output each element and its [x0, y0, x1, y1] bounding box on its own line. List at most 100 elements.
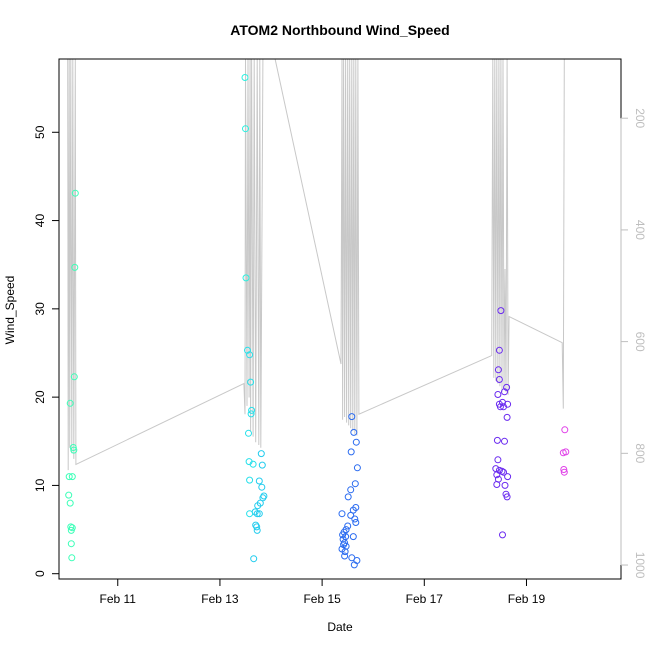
data-point: [247, 410, 255, 418]
data-point: [67, 523, 75, 531]
data-point: [493, 436, 501, 444]
data-point: [500, 468, 507, 476]
data-point: [71, 263, 79, 271]
x-tick-label: Feb 15: [303, 592, 341, 606]
data-point: [71, 189, 79, 197]
right-tick-label: 200: [633, 108, 647, 128]
data-point: [242, 125, 249, 133]
data-point: [501, 388, 508, 396]
data-point: [244, 346, 251, 354]
data-point: [241, 74, 249, 81]
data-point: [494, 391, 502, 398]
x-tick-label: Feb 13: [201, 592, 239, 606]
data-point: [495, 376, 503, 383]
data-point: [67, 526, 75, 534]
data-point: [258, 461, 266, 469]
right-tick-label: 400: [633, 220, 647, 240]
x-tick-label: Feb 19: [508, 592, 546, 606]
data-point: [347, 511, 355, 519]
x-tick-label: Feb 11: [100, 592, 137, 606]
data-point: [494, 456, 502, 464]
plot-frame: [58, 58, 622, 580]
data-point: [344, 522, 352, 530]
data-point: [68, 554, 76, 562]
data-point: [67, 540, 75, 548]
data-point: [255, 477, 263, 485]
data-point: [246, 351, 254, 359]
data-point: [351, 480, 359, 488]
data-point: [351, 515, 359, 523]
data-point: [348, 413, 356, 421]
data-point: [349, 533, 357, 541]
data-point: [504, 473, 512, 481]
x-tick-label: Feb 17: [406, 592, 444, 606]
data-point: [253, 510, 261, 518]
data-point: [496, 403, 504, 411]
y-tick-label: 10: [33, 478, 47, 492]
right-tick-label: 800: [633, 443, 647, 463]
data-point: [249, 460, 257, 468]
data-point: [69, 444, 77, 451]
data-point: [493, 481, 501, 488]
right-tick-label: 1000: [633, 552, 647, 579]
data-point: [255, 510, 263, 518]
data-point: [242, 274, 250, 282]
data-point: [494, 366, 502, 374]
y-tick-label: 30: [33, 302, 47, 316]
data-point: [561, 426, 569, 434]
data-point: [253, 523, 261, 531]
data-point: [353, 464, 361, 472]
x-axis-label: Date: [327, 620, 353, 634]
pressure-line-layer: [67, 59, 565, 471]
pressure-line: [67, 59, 565, 471]
data-point: [70, 373, 78, 381]
data-point: [352, 519, 360, 526]
data-point: [497, 307, 505, 315]
data-point: [341, 552, 349, 560]
y-tick-label: 50: [33, 125, 47, 139]
data-point: [66, 499, 74, 507]
data-point: [338, 510, 346, 518]
data-point: [492, 465, 500, 473]
scatter-points: [65, 74, 570, 569]
data-point: [253, 526, 261, 534]
data-point: [258, 483, 266, 491]
data-point: [503, 383, 511, 391]
y-tick-label: 40: [33, 214, 47, 228]
data-point: [501, 481, 509, 489]
data-point: [68, 473, 76, 481]
data-point: [499, 531, 506, 539]
data-point: [246, 510, 254, 518]
data-point: [347, 486, 355, 494]
data-point: [344, 493, 352, 501]
data-point: [493, 471, 501, 479]
data-point: [350, 428, 358, 436]
data-point: [70, 446, 78, 454]
right-axis: 200 400 600 800 1000: [620, 108, 647, 579]
data-point: [246, 476, 254, 484]
data-point: [495, 346, 503, 354]
data-point: [248, 406, 256, 414]
data-point: [352, 438, 360, 446]
data-point: [503, 413, 511, 421]
data-point: [341, 548, 349, 556]
data-point: [501, 437, 508, 445]
data-point: [65, 491, 73, 499]
y-tick-label: 20: [33, 390, 47, 404]
data-point: [560, 466, 568, 473]
data-point: [65, 473, 73, 481]
data-point: [247, 378, 255, 386]
data-point: [257, 450, 265, 458]
y-axis: 0 10 20 30 40 50: [33, 125, 60, 577]
data-point: [350, 561, 358, 569]
data-point: [339, 535, 347, 543]
data-point: [254, 502, 262, 510]
x-axis: Feb 11 Feb 13 Feb 15 Feb 17 Feb 19: [100, 578, 546, 606]
data-point: [245, 429, 252, 437]
right-tick-label: 600: [633, 332, 647, 352]
y-axis-label: Wind_Speed: [3, 276, 17, 345]
data-point: [560, 468, 568, 476]
data-point: [498, 467, 506, 475]
data-point: [503, 493, 511, 501]
